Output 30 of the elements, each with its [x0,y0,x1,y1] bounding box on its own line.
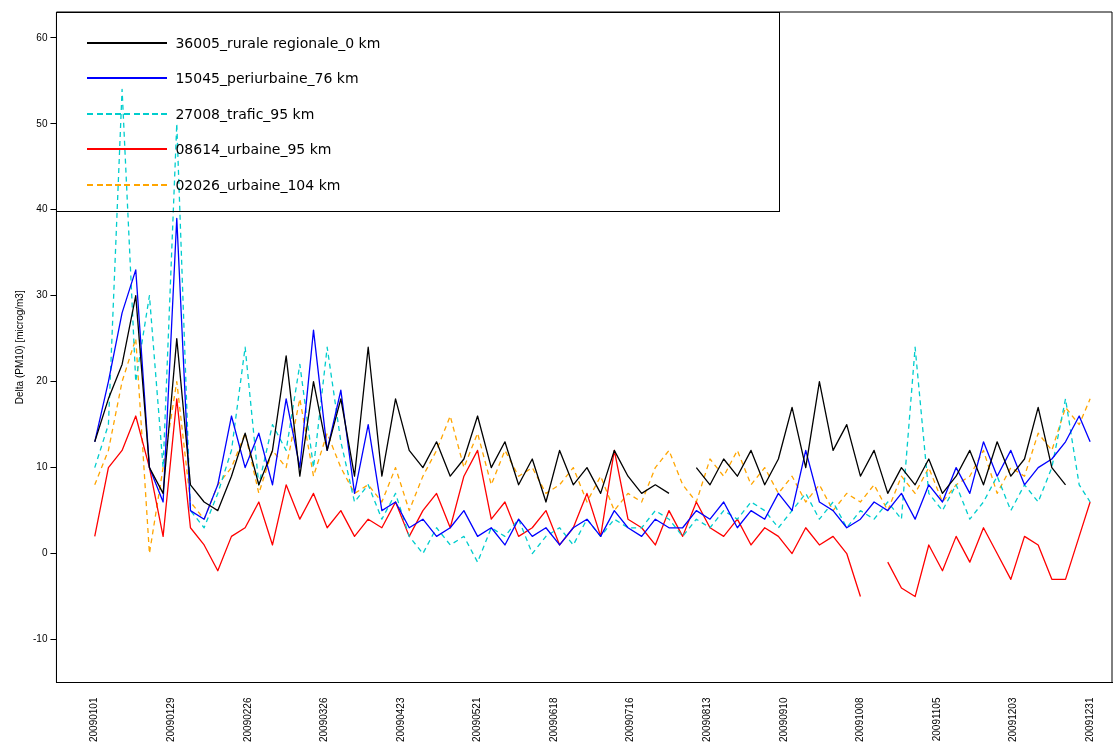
y-axis-title: Delta (PM10) [microg/m3] [13,290,25,405]
y-tick-label: 60 [36,31,48,43]
x-tick-label: 20091105 [930,697,942,742]
x-tick-label: 20090910 [777,697,789,743]
legend-label: 15045_periurbaine_76 km [175,70,359,87]
legend-label: 08614_urbaine_95 km [175,141,332,158]
x-tick-label: 20090129 [165,697,177,743]
line-series [94,88,1091,563]
y-tick-label: 0 [41,547,48,559]
x-tick-label: 20090326 [318,697,330,743]
legend-label: 02026_urbaine_104 km [175,176,341,193]
y-tick-label: -10 [33,633,48,645]
x-tick-label: 20090423 [394,697,406,743]
line-series [94,338,1091,555]
y-tick-label: 40 [36,203,48,215]
x-tick-label: 20090813 [701,697,713,743]
legend-label: 36005_rurale regionale_0 km [175,34,381,51]
x-tick-label: 20091008 [854,697,866,743]
y-tick-label: 30 [36,289,48,301]
x-tick-label: 20091203 [1007,697,1019,743]
x-tick-label: 20090618 [547,697,559,743]
x-tick-label: 20091231 [1083,697,1095,743]
x-tick-label: 20090716 [624,697,636,743]
y-tick-label: 10 [36,461,48,473]
y-tick-label: 20 [36,375,48,387]
x-tick-label: 20090521 [471,697,483,743]
x-tick-label: 20090101 [88,697,100,743]
legend-label: 27008_trafic_95 km [175,105,315,122]
x-tick-label: 20090226 [241,697,253,743]
y-tick-label: 50 [36,117,48,129]
